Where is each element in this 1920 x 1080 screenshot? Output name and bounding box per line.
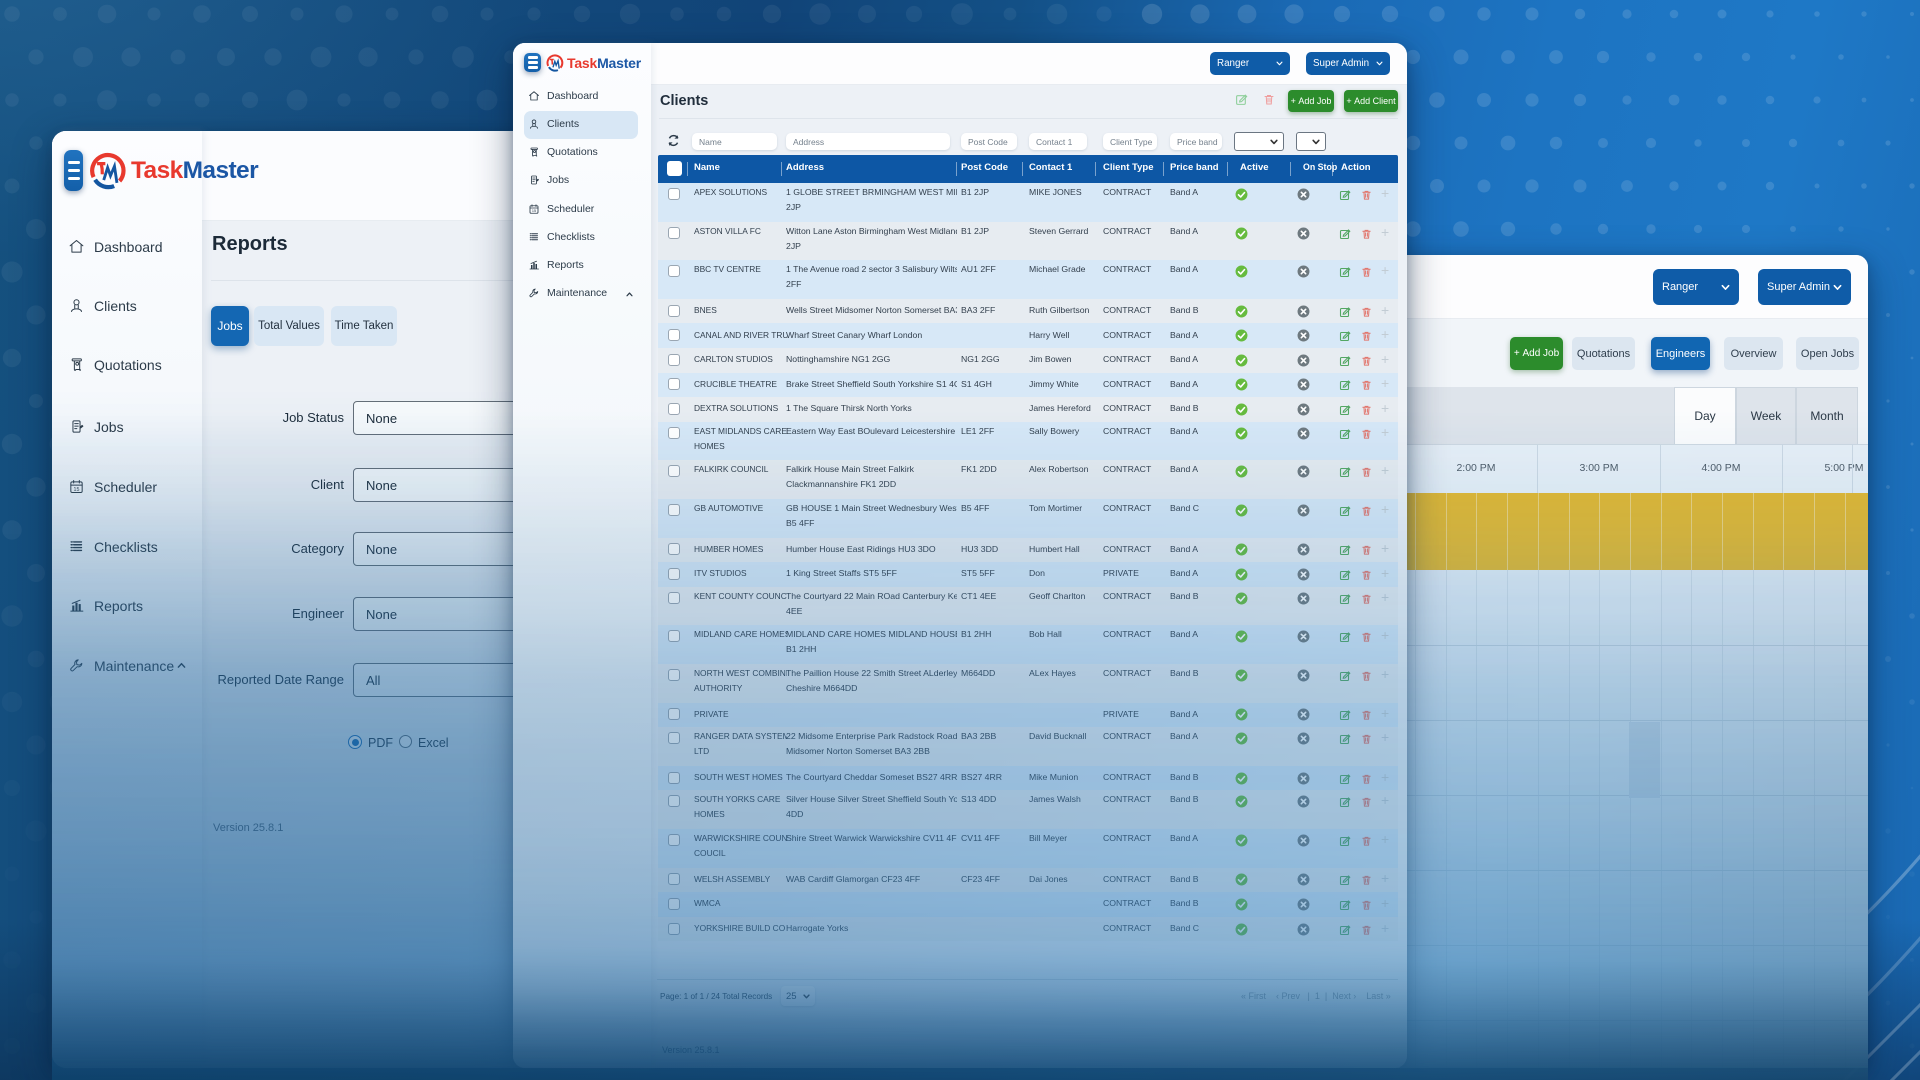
svg-text:15: 15 — [532, 209, 536, 213]
svg-text:15: 15 — [74, 487, 80, 493]
